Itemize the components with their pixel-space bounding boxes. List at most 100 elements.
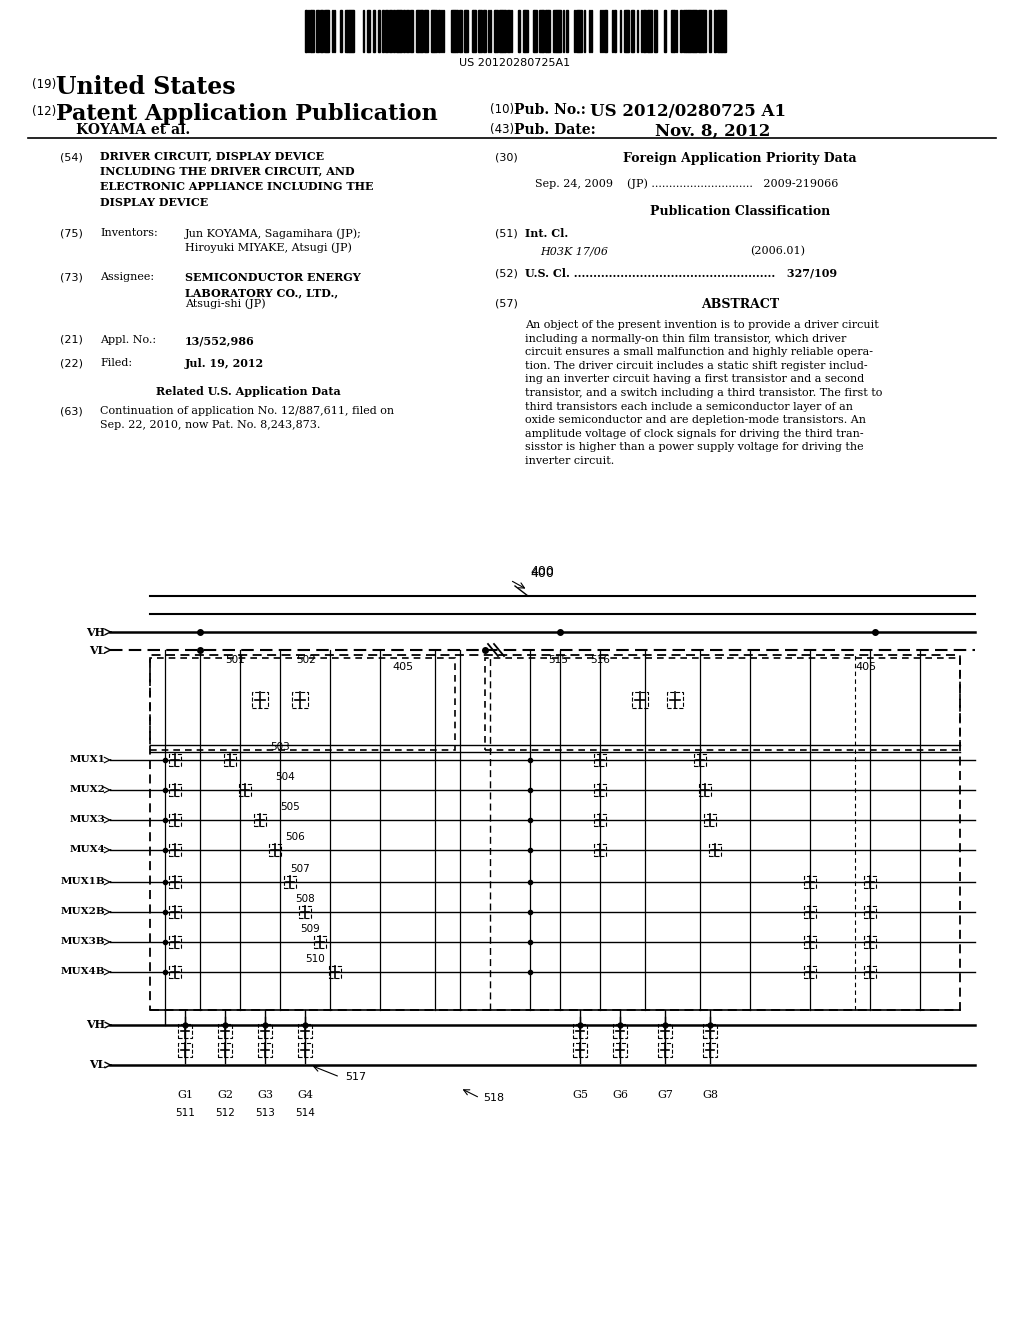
Bar	[657, 1043, 672, 1057]
Text: Atsugi-shi (JP): Atsugi-shi (JP)	[185, 298, 265, 309]
Text: KOYAMA et al.: KOYAMA et al.	[76, 123, 190, 137]
Bar	[418, 11, 421, 51]
Bar	[702, 1043, 717, 1057]
Bar	[169, 784, 181, 796]
Text: H03K 17/06: H03K 17/06	[540, 246, 608, 256]
Bar	[298, 1043, 312, 1057]
Text: (52): (52)	[495, 268, 518, 279]
Bar	[804, 906, 816, 919]
Text: G1: G1	[177, 1090, 193, 1100]
Text: 400: 400	[530, 568, 554, 579]
Bar	[575, 11, 578, 51]
Text: Foreign Application Priority Data: Foreign Application Priority Data	[624, 152, 857, 165]
Text: US 20120280725A1: US 20120280725A1	[460, 58, 570, 69]
Text: United States: United States	[56, 75, 236, 99]
Bar	[484, 11, 486, 51]
Text: Pub. Date:: Pub. Date:	[514, 123, 596, 137]
Text: VL: VL	[89, 1060, 105, 1071]
Bar	[347, 11, 349, 51]
Bar	[239, 784, 252, 796]
Text: 512: 512	[215, 1107, 234, 1118]
Text: 516: 516	[590, 655, 610, 665]
Text: (63): (63)	[60, 407, 83, 416]
Text: (2006.01): (2006.01)	[750, 246, 805, 256]
Bar	[612, 1043, 627, 1057]
Text: Int. Cl.: Int. Cl.	[525, 228, 568, 239]
Bar	[690, 11, 693, 51]
Text: Pub. No.:: Pub. No.:	[514, 103, 586, 117]
Bar	[150, 657, 455, 750]
Bar	[594, 784, 606, 796]
Bar	[548, 11, 550, 51]
Bar	[485, 657, 961, 750]
Bar	[624, 11, 626, 51]
Bar	[169, 843, 181, 857]
Bar	[178, 1024, 193, 1039]
Text: 405: 405	[855, 663, 877, 672]
Text: 514: 514	[295, 1107, 315, 1118]
Text: ABSTRACT: ABSTRACT	[701, 298, 779, 312]
Bar	[169, 754, 181, 767]
Bar	[316, 11, 319, 51]
Text: (54): (54)	[60, 152, 83, 162]
Text: Patent Application Publication: Patent Application Publication	[56, 103, 437, 125]
Text: US 2012/0280725 A1: US 2012/0280725 A1	[590, 103, 786, 120]
Bar	[702, 1024, 717, 1039]
Bar	[507, 11, 510, 51]
Bar	[804, 936, 816, 948]
Bar	[389, 11, 392, 51]
Bar	[804, 875, 816, 888]
Text: Publication Classification: Publication Classification	[650, 205, 830, 218]
Text: (22): (22)	[60, 358, 83, 368]
Text: (51): (51)	[495, 228, 518, 238]
Text: G8: G8	[702, 1090, 718, 1100]
Bar	[410, 11, 413, 51]
Bar	[495, 11, 498, 51]
Bar	[298, 1024, 312, 1039]
Text: Sep. 24, 2009    (JP) .............................   2009-219066: Sep. 24, 2009 (JP) .....................…	[535, 178, 839, 189]
Text: 405: 405	[392, 663, 413, 672]
Text: 518: 518	[483, 1093, 504, 1104]
Bar	[434, 11, 437, 51]
Bar	[460, 11, 462, 51]
Text: 508: 508	[295, 894, 314, 904]
Text: (12): (12)	[32, 106, 56, 117]
Bar	[438, 11, 440, 51]
Text: Inventors:: Inventors:	[100, 228, 158, 238]
Bar	[455, 11, 457, 51]
Bar	[671, 11, 674, 51]
Bar	[546, 11, 548, 51]
Bar	[451, 11, 453, 51]
Text: G2: G2	[217, 1090, 233, 1100]
Text: 13/552,986: 13/552,986	[185, 335, 255, 346]
Bar	[258, 1043, 272, 1057]
Bar	[534, 11, 537, 51]
Bar	[525, 11, 528, 51]
Text: DRIVER CIRCUIT, DISPLAY DEVICE
INCLUDING THE DRIVER CIRCUIT, AND
ELECTRONIC APPL: DRIVER CIRCUIT, DISPLAY DEVICE INCLUDING…	[100, 150, 374, 207]
Bar	[539, 11, 542, 51]
Bar	[644, 11, 646, 51]
Text: (75): (75)	[60, 228, 83, 238]
Bar	[169, 936, 181, 948]
Bar	[863, 906, 877, 919]
Bar	[693, 754, 707, 767]
Text: MUX2B: MUX2B	[60, 908, 105, 916]
Bar	[632, 692, 648, 708]
Text: 515: 515	[548, 655, 568, 665]
Bar	[479, 11, 482, 51]
Text: 503: 503	[270, 742, 290, 752]
Bar	[502, 11, 505, 51]
Bar	[553, 11, 556, 51]
Bar	[223, 754, 237, 767]
Text: G6: G6	[612, 1090, 628, 1100]
Bar	[368, 11, 370, 51]
Bar	[218, 1043, 232, 1057]
Text: VL: VL	[89, 644, 105, 656]
Text: Filed:: Filed:	[100, 358, 132, 368]
Bar	[466, 11, 468, 51]
Bar	[703, 813, 717, 826]
Bar	[313, 936, 327, 948]
Bar	[703, 11, 706, 51]
Bar	[292, 692, 308, 708]
Bar	[680, 11, 682, 51]
